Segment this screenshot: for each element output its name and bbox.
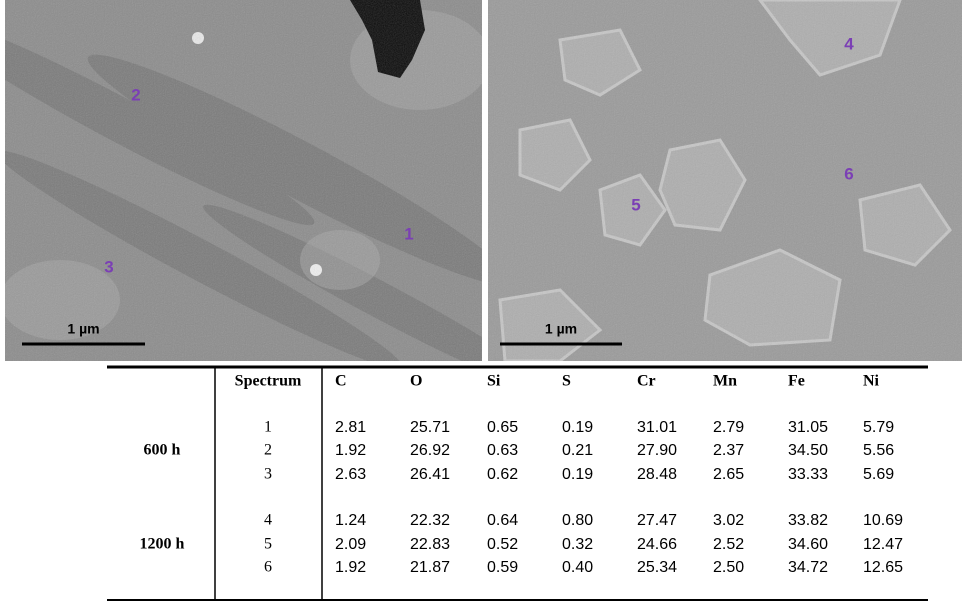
table-cell: 0.19 xyxy=(562,466,593,483)
table-cell: 2.65 xyxy=(713,466,744,483)
spectrum-id: 3 xyxy=(264,466,272,483)
table-cell: 0.19 xyxy=(562,419,593,436)
sem-image-left xyxy=(0,0,565,410)
table-cell: 27.47 xyxy=(637,512,677,529)
table-cell: 0.63 xyxy=(487,442,518,459)
table-cell: 27.90 xyxy=(637,442,677,459)
column-header: Spectrum xyxy=(235,373,302,390)
group-label: 1200 h xyxy=(140,536,185,553)
table-cell: 5.56 xyxy=(863,442,894,459)
column-header: Cr xyxy=(637,373,656,390)
table-cell: 31.01 xyxy=(637,419,677,436)
table-cell: 33.82 xyxy=(788,512,828,529)
table-cell: 1.24 xyxy=(335,512,366,529)
column-header: O xyxy=(410,373,422,390)
figure: 2 1 3 1 µm 4 6 5 1 µm Spectrum C O Si S Cr Mn Fe Ni 600 h… xyxy=(0,0,965,601)
column-header: Fe xyxy=(788,373,805,390)
column-header: Ni xyxy=(863,373,880,390)
sem-image-right xyxy=(488,0,962,361)
table-cell: 1.92 xyxy=(335,559,366,576)
table-cell: 0.21 xyxy=(562,442,593,459)
spectrum-id: 1 xyxy=(264,419,272,436)
table-cell: 33.33 xyxy=(788,466,828,483)
table-cell: 28.48 xyxy=(637,466,677,483)
table-cell: 10.69 xyxy=(863,512,903,529)
table-cell: 0.40 xyxy=(562,559,593,576)
table-cell: 21.87 xyxy=(410,559,450,576)
spectrum-id: 6 xyxy=(264,559,272,576)
table-cell: 2.81 xyxy=(335,419,366,436)
table-cell: 0.32 xyxy=(562,536,593,553)
spectrum-marker: 6 xyxy=(844,164,853,183)
table-cell: 0.64 xyxy=(487,512,518,529)
table-cell: 25.34 xyxy=(637,559,677,576)
table-cell: 1.92 xyxy=(335,442,366,459)
table-cell: 0.62 xyxy=(487,466,518,483)
table-cell: 2.09 xyxy=(335,536,366,553)
table-cell: 0.65 xyxy=(487,419,518,436)
table-cell: 12.47 xyxy=(863,536,903,553)
spectrum-id: 5 xyxy=(264,536,272,553)
table-cell: 34.50 xyxy=(788,442,828,459)
spectrum-id: 4 xyxy=(264,512,272,529)
table-cell: 34.72 xyxy=(788,559,828,576)
spectrum-marker: 3 xyxy=(104,257,113,276)
table-cell: 5.69 xyxy=(863,466,894,483)
table-cell: 26.41 xyxy=(410,466,450,483)
column-header: Si xyxy=(487,373,501,390)
table-cell: 2.52 xyxy=(713,536,744,553)
table-cell: 0.52 xyxy=(487,536,518,553)
table-cell: 5.79 xyxy=(863,419,894,436)
table-cell: 2.63 xyxy=(335,466,366,483)
spectrum-marker: 2 xyxy=(131,85,140,104)
group-label: 600 h xyxy=(144,442,181,459)
table-cell: 2.37 xyxy=(713,442,744,459)
table-cell: 34.60 xyxy=(788,536,828,553)
table-cell: 0.59 xyxy=(487,559,518,576)
spectrum-marker: 5 xyxy=(631,195,640,214)
table-cell: 2.50 xyxy=(713,559,744,576)
page: {"images": [ {"labels": [{"text": "2"}, … xyxy=(0,0,965,601)
table-cell: 26.92 xyxy=(410,442,450,459)
table-cell: 31.05 xyxy=(788,419,828,436)
table-cell: 3.02 xyxy=(713,512,744,529)
table-cell: 2.79 xyxy=(713,419,744,436)
scale-bar-label: 1 µm xyxy=(67,321,99,337)
table-cell: 12.65 xyxy=(863,559,903,576)
table-cell: 0.80 xyxy=(562,512,593,529)
scale-bar-label: 1 µm xyxy=(545,321,577,337)
spectrum-id: 2 xyxy=(264,442,272,459)
table-cell: 22.32 xyxy=(410,512,450,529)
spectrum-marker: 4 xyxy=(844,34,854,53)
column-header: S xyxy=(562,373,571,390)
table-cell: 22.83 xyxy=(410,536,450,553)
table-cell: 25.71 xyxy=(410,419,450,436)
spectrum-marker: 1 xyxy=(404,224,413,243)
table-cell: 24.66 xyxy=(637,536,677,553)
column-header: C xyxy=(335,373,347,390)
column-header: Mn xyxy=(713,373,737,390)
